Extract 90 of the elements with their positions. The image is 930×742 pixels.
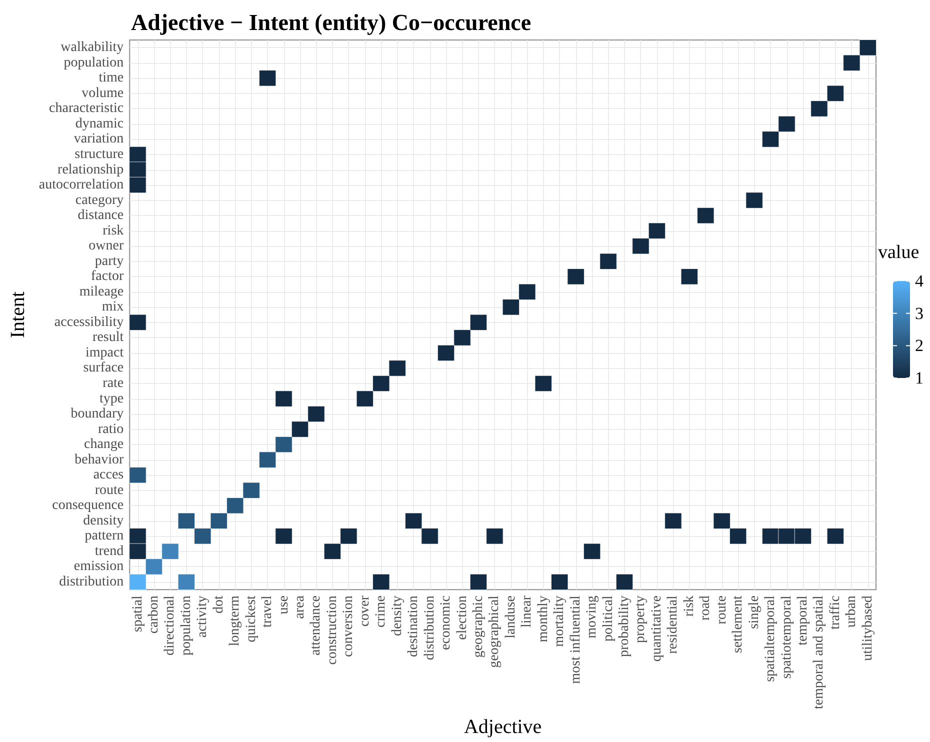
y-tick-label: dynamic — [75, 116, 124, 132]
y-tick-label: density — [83, 513, 124, 528]
legend-title: value — [878, 242, 920, 263]
y-tick-label: party — [94, 254, 124, 269]
x-tick-label: monthly — [536, 596, 551, 642]
x-tick-label: destination — [406, 596, 422, 658]
x-tick-label: spatiotemporal — [779, 595, 794, 679]
y-tick-label: variation — [74, 132, 124, 147]
x-tick-label: temporal and spatial — [812, 595, 827, 710]
x-tick-label: construction — [324, 596, 340, 665]
x-tick-label: use — [276, 596, 292, 614]
y-tick-label: surface — [83, 360, 124, 376]
x-tick-label: moving — [584, 596, 600, 638]
x-tick-label: settlement — [730, 595, 746, 654]
x-tick-label: economic — [438, 596, 454, 650]
y-tick-label: characteristic — [49, 101, 124, 116]
y-tick-label: factor — [90, 269, 124, 284]
x-tick-label: spatial — [130, 595, 146, 632]
y-tick-label: emission — [74, 559, 124, 574]
x-tick-label: utilitybased — [860, 596, 876, 661]
x-tick-label: geographical — [487, 595, 502, 668]
x-tick-label: single — [746, 596, 762, 630]
x-tick-label: most influential — [568, 595, 584, 684]
x-tick-label: directional — [162, 595, 178, 656]
x-tick-label: traffic — [828, 596, 843, 630]
x-tick-label: population — [178, 596, 194, 656]
x-tick-label: temporal — [795, 595, 810, 646]
x-tick-label: longterm — [228, 595, 243, 646]
x-tick-label: spatialtemporal — [763, 595, 778, 682]
y-tick-label: result — [92, 330, 124, 346]
y-tick-label: time — [98, 70, 124, 86]
x-tick-label: area — [292, 594, 308, 619]
y-tick-label: acces — [93, 468, 124, 483]
y-tick-label: accessibility — [54, 314, 124, 330]
color-bar-label: 3 — [915, 304, 924, 323]
x-tick-label: probability — [617, 596, 632, 658]
x-tick-label: landuse — [503, 596, 518, 638]
x-tick-label: risk — [682, 596, 697, 617]
y-tick-label: volume — [82, 86, 124, 101]
y-tick-label: population — [64, 55, 124, 70]
y-axis-title: Intent — [7, 291, 29, 338]
x-tick-label: geographic — [470, 596, 486, 658]
y-tick-label: structure — [74, 146, 124, 162]
x-tick-label: dot — [211, 595, 226, 614]
x-tick-label: linear — [520, 595, 535, 628]
y-tick-label: autocorrelation — [38, 178, 124, 193]
x-tick-label: activity — [195, 596, 210, 638]
x-tick-label: urban — [844, 596, 860, 628]
y-tick-label: risk — [102, 223, 124, 238]
x-tick-label: election — [454, 596, 470, 640]
x-tick-label: carbon — [146, 596, 162, 634]
x-tick-label: quantitative — [649, 596, 664, 662]
x-tick-label: crime — [374, 596, 389, 628]
x-tick-label: mortality — [552, 596, 568, 647]
color-bar-label: 4 — [915, 272, 924, 290]
x-tick-label: conversion — [341, 596, 356, 658]
x-tick-label: route — [714, 596, 730, 624]
y-tick-label: type — [100, 391, 124, 406]
color-bar-label: 2 — [915, 336, 924, 356]
y-tick-label: route — [94, 482, 124, 498]
x-tick-label: political — [600, 595, 616, 642]
y-tick-label: walkability — [60, 40, 124, 56]
y-tick-label: consequence — [52, 498, 124, 514]
y-tick-label: mix — [102, 300, 124, 315]
x-tick-label: road — [698, 596, 714, 620]
x-tick-label: density — [390, 596, 405, 636]
y-tick-label: mileage — [79, 284, 124, 300]
x-axis-title: Adjective — [464, 716, 542, 738]
y-tick-label: category — [75, 192, 124, 208]
y-tick-label: distance — [78, 208, 124, 224]
y-tick-label: distribution — [59, 574, 124, 590]
y-tick-label: rate — [102, 376, 124, 391]
y-tick-label: change — [84, 437, 124, 452]
y-tick-label: pattern — [84, 528, 124, 544]
y-tick-label: boundary — [70, 406, 124, 422]
x-tick-label: cover — [357, 595, 372, 627]
y-tick-label: behavior — [74, 452, 124, 468]
x-tick-label: distribution — [422, 596, 438, 660]
x-tick-label: travel — [260, 595, 276, 628]
x-tick-label: quickest — [244, 595, 259, 642]
x-tick-label: attendance — [308, 596, 324, 656]
color-bar-label: 1 — [915, 368, 924, 388]
y-tick-label: relationship — [58, 162, 124, 178]
x-tick-label: property — [633, 596, 648, 644]
x-tick-label: residential — [666, 595, 681, 654]
y-tick-label: trend — [94, 544, 124, 559]
y-tick-label: impact — [86, 345, 124, 360]
chart-title: Adjective − Intent (entity) Co−occurence — [131, 10, 532, 35]
y-tick-label: owner — [88, 238, 124, 254]
y-tick-label: ratio — [98, 422, 124, 437]
